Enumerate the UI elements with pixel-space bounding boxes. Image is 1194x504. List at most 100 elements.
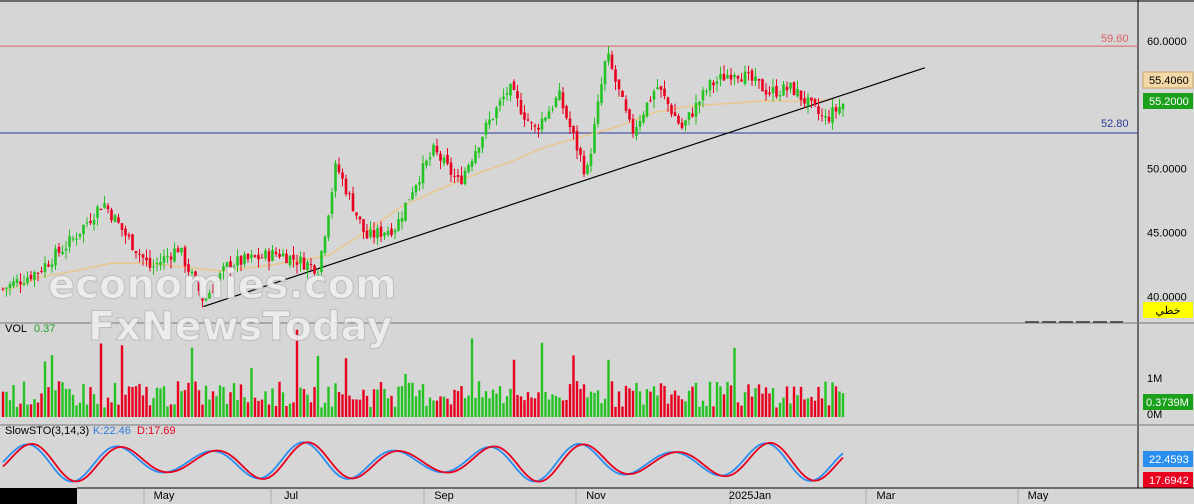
volume-bar <box>327 386 330 417</box>
candle-body <box>278 253 281 257</box>
candle-body <box>344 178 348 195</box>
volume-bar <box>194 381 197 417</box>
candle-body <box>330 192 334 214</box>
volume-bar <box>474 397 477 417</box>
candle-body <box>645 102 649 117</box>
volume-bar <box>376 389 379 417</box>
candle-body <box>281 253 285 257</box>
candle-body <box>558 90 561 101</box>
linear-badge-label[interactable]: خطي <box>1156 305 1181 317</box>
volume-bar <box>467 395 470 417</box>
candle-body <box>285 253 288 264</box>
volume-bar <box>680 399 684 417</box>
volume-bar <box>1 391 5 417</box>
candle-body <box>225 262 229 267</box>
volume-bar <box>281 392 285 417</box>
candle-body <box>152 266 155 268</box>
candle-body <box>435 145 439 153</box>
candle-body <box>726 75 729 79</box>
candle-body <box>796 89 799 97</box>
candle-body <box>390 228 393 235</box>
volume-bar <box>232 383 236 417</box>
volume-bar <box>117 404 120 417</box>
time-tick-6: May <box>1028 490 1049 502</box>
candle-body <box>481 137 484 148</box>
volume-bar <box>764 387 768 417</box>
candle-body <box>659 86 663 90</box>
candle-body <box>824 116 827 118</box>
volume-bar <box>656 395 659 417</box>
volume-bar <box>729 385 733 417</box>
volume-bar <box>61 382 64 417</box>
volume-bar <box>180 391 183 417</box>
volume-bar <box>572 355 575 417</box>
candle-body <box>712 82 715 86</box>
level-label-high: 59.60 <box>1101 33 1129 45</box>
time-axis: May Jul Sep Nov 2025Jan Mar May <box>143 488 1049 504</box>
volume-bar <box>358 399 362 417</box>
candle-body <box>260 257 264 259</box>
candle-body <box>12 281 15 287</box>
volume-bar <box>663 385 666 417</box>
volume-bar <box>453 389 456 417</box>
volume-bar <box>253 397 257 417</box>
volume-bar <box>169 404 173 417</box>
volume-bar <box>733 347 736 417</box>
candle-body <box>705 90 708 92</box>
candle-body <box>173 248 176 262</box>
candle-body <box>292 254 295 260</box>
volume-bar <box>607 359 610 417</box>
candle-body <box>169 256 173 260</box>
ma-price-label: 55.4060 <box>1149 75 1189 87</box>
volume-bar <box>47 387 50 417</box>
candle-body <box>274 251 278 255</box>
volume-bar <box>778 402 782 417</box>
candle-body <box>677 115 680 124</box>
volume-bar <box>435 400 439 417</box>
volume-bars <box>1 329 845 417</box>
stochastic-k-box <box>1143 451 1193 467</box>
stochastic-d-line <box>2 441 844 483</box>
volume-bar <box>831 382 834 417</box>
candle-body <box>432 144 435 156</box>
volume-bar <box>659 383 663 417</box>
volume-bar <box>141 395 145 417</box>
candle-body <box>166 255 169 257</box>
volume-bar <box>295 329 299 417</box>
volume-bar <box>372 389 376 417</box>
time-tick-0: May <box>154 490 175 502</box>
candle-body <box>463 170 467 185</box>
volume-bar <box>330 406 334 417</box>
volume-bar <box>243 397 246 417</box>
candle-body <box>208 292 211 299</box>
candle-body <box>803 98 806 104</box>
volume-bar <box>92 394 96 417</box>
candle-body <box>495 107 498 119</box>
volume-bar <box>645 389 649 417</box>
volume-bar <box>694 382 698 417</box>
candle-body <box>743 71 747 84</box>
candle-body <box>127 234 131 237</box>
volume-bar <box>575 381 579 417</box>
candle-body <box>491 118 495 120</box>
volume-bar <box>484 391 488 417</box>
candle-body <box>197 279 201 292</box>
candle-body <box>218 273 222 282</box>
candle-body <box>551 108 554 110</box>
volume-tick-1m: 1M <box>1147 373 1162 385</box>
candle-body <box>817 106 820 114</box>
candle-body <box>509 84 512 96</box>
candle-body <box>400 217 404 222</box>
candle-body <box>148 257 152 268</box>
linear-badge[interactable] <box>1143 302 1193 318</box>
candle-body <box>610 54 614 69</box>
volume-bar <box>411 382 414 417</box>
candle-body <box>708 79 712 91</box>
candle-body <box>134 250 138 254</box>
candle-body <box>229 261 232 270</box>
candle-body <box>631 118 635 134</box>
volume-bar <box>274 405 278 417</box>
candle-body <box>362 219 365 232</box>
volume-bar <box>260 399 264 417</box>
volume-bar <box>586 397 589 417</box>
